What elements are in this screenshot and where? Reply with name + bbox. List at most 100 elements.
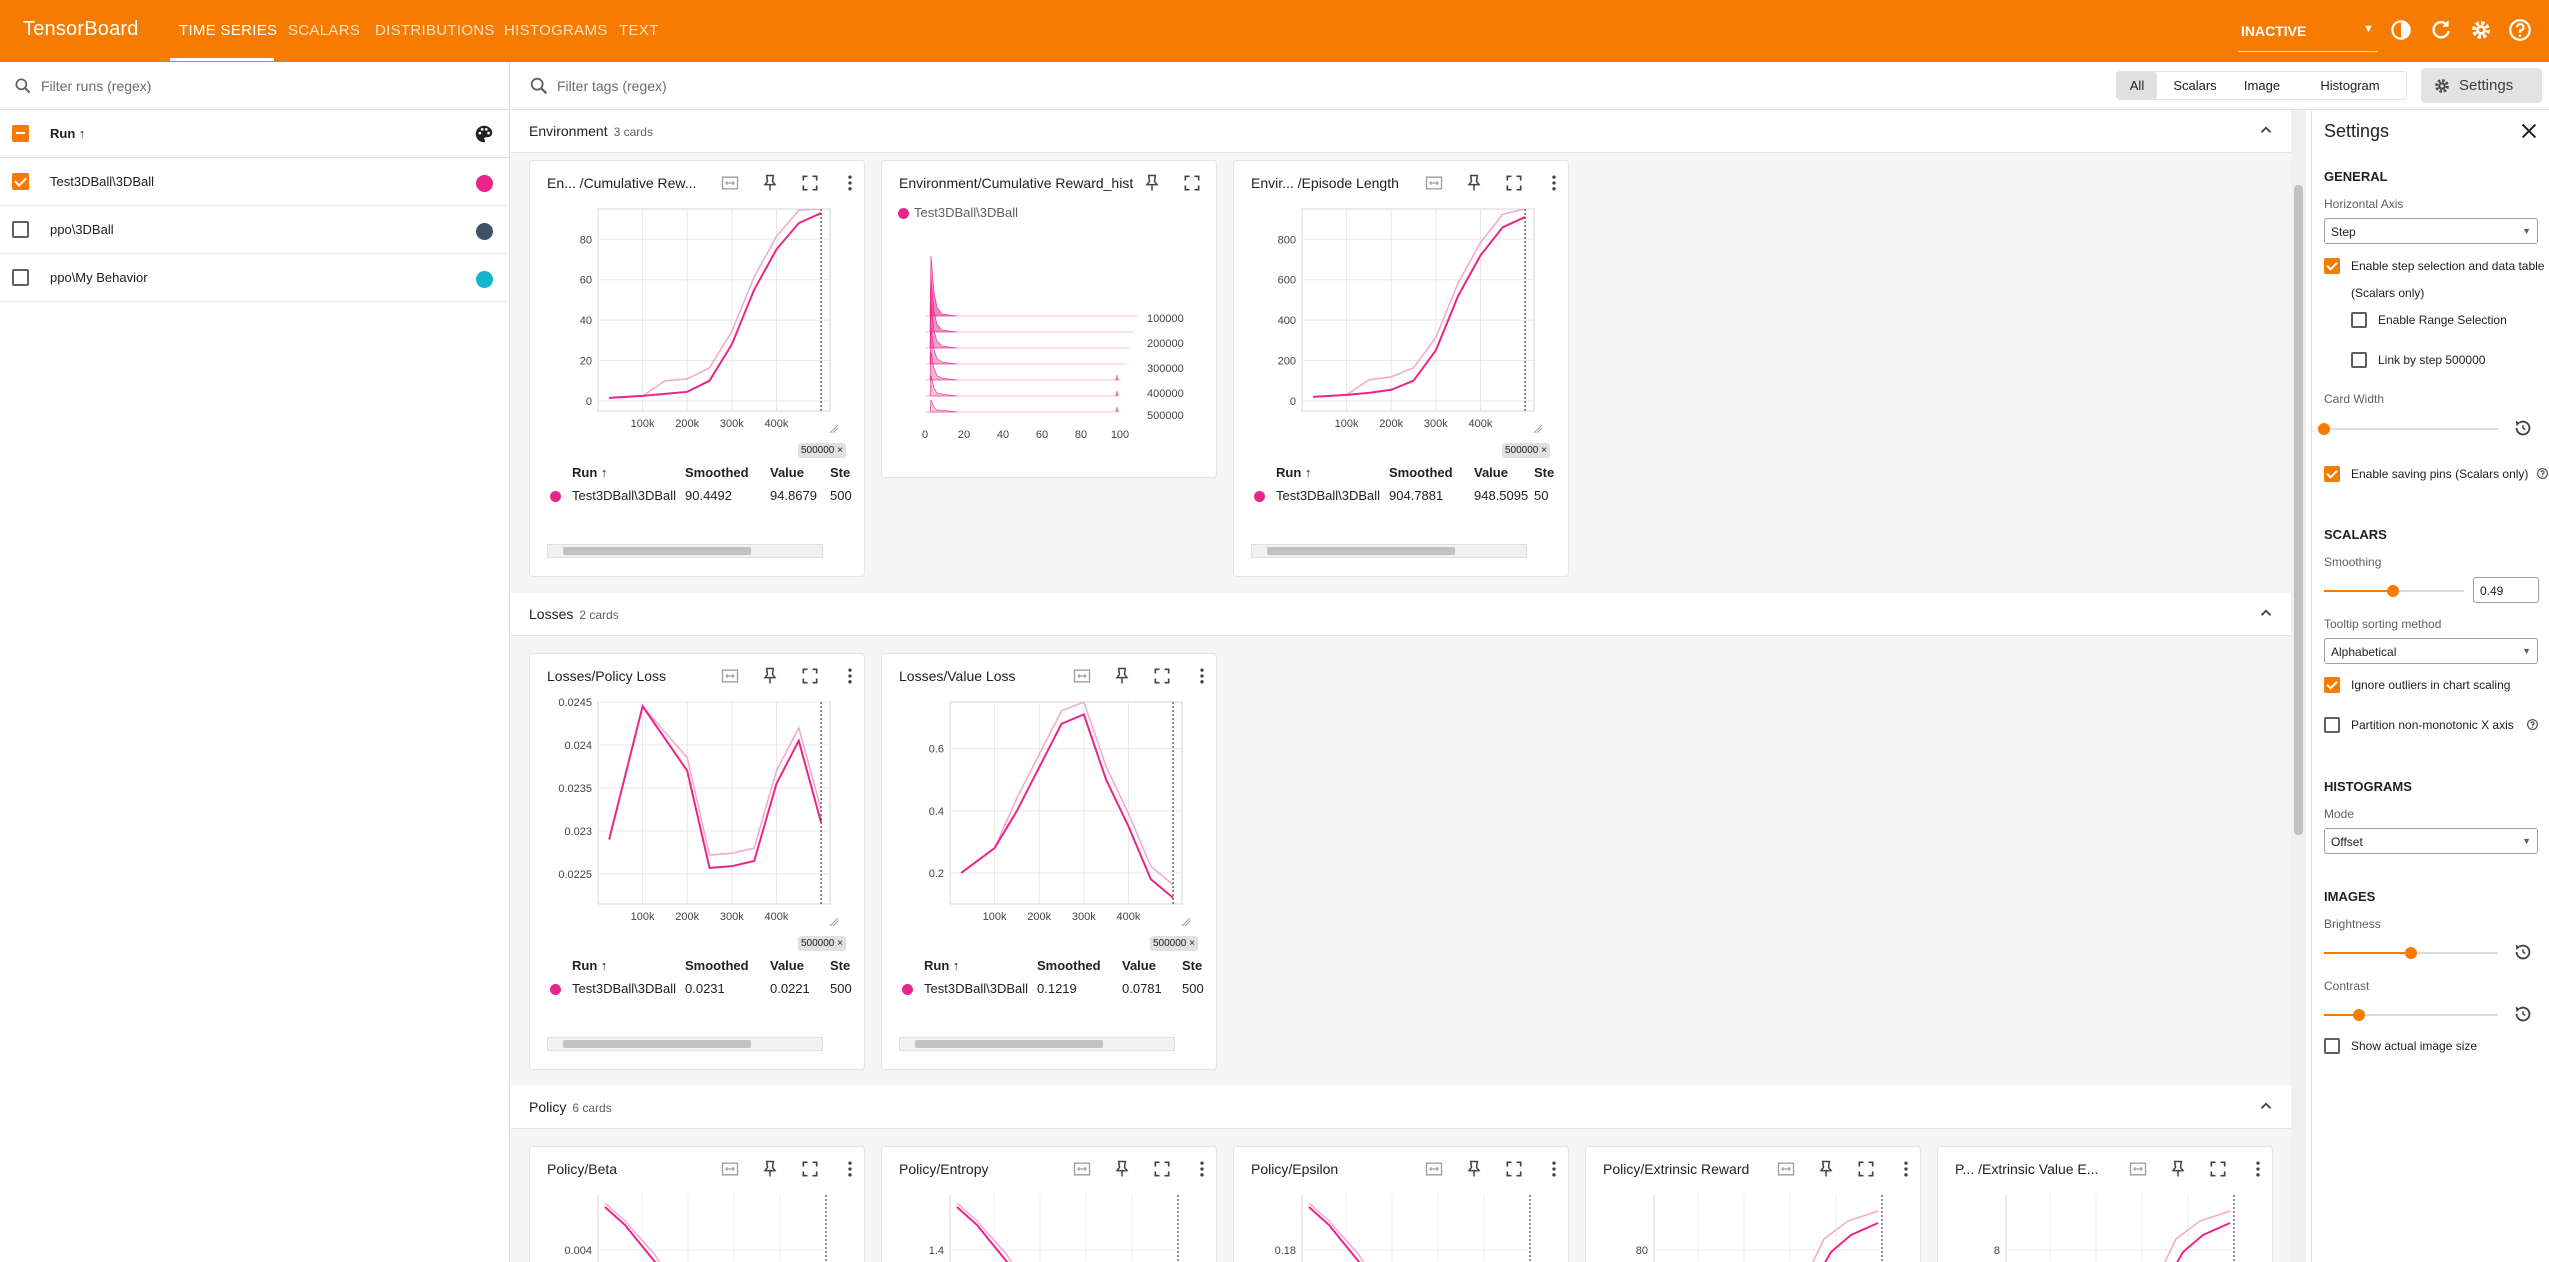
line-chart[interactable]: 100k 200k 300k 400k 800 600 400 200 0 [1234,161,1570,461]
group-header-policy[interactable]: Policy 6 cards [511,1086,2291,1129]
fit-domain-icon[interactable] [1072,666,1092,686]
step-selector-chip[interactable]: 500000 × [1502,443,1550,458]
contrast-slider[interactable] [2324,1014,2498,1016]
col-value[interactable]: Value [770,958,804,973]
col-value[interactable]: Value [1474,465,1508,480]
line-chart[interactable]: 100k 200k 300k 400k 0.0245 0.024 0.0235 0.023 0.… [530,654,866,954]
col-value[interactable]: Value [770,465,804,480]
run-color-swatch[interactable] [476,175,493,192]
tab-time-series[interactable]: TIME SERIES [179,22,278,39]
col-step[interactable]: Ste [830,958,851,973]
partition-checkbox[interactable] [2324,717,2340,733]
tab-scalars[interactable]: SCALARS [288,22,361,39]
type-all-button[interactable]: All [2117,72,2157,99]
actual-size-checkbox[interactable] [2324,1038,2340,1054]
type-scalars-button[interactable]: Scalars [2173,78,2217,93]
group-header-losses[interactable]: Losses 2 cards [511,593,2291,636]
close-icon[interactable] [2518,120,2540,142]
line-chart[interactable]: 100k 200k 300k 400k 0.6 0.4 0.2 [882,654,1218,954]
histogram-chart[interactable]: 100000 200000 300000 400000 500000 0 20 … [882,161,1218,461]
tab-distributions[interactable]: DISTRIBUTIONS [375,22,495,39]
col-value[interactable]: Value [1122,958,1156,973]
fullscreen-icon[interactable] [1856,1159,1876,1179]
col-run[interactable]: Run ↑ [1276,465,1312,480]
reset-icon[interactable] [2512,941,2534,963]
col-run[interactable]: Run ↑ [924,958,960,973]
more-vert-icon[interactable] [1896,1159,1916,1179]
tab-text[interactable]: TEXT [619,22,659,39]
type-image-button[interactable]: Image [2243,78,2281,93]
settings-button[interactable]: Settings [2421,68,2542,103]
fullscreen-icon[interactable] [1182,173,1202,193]
pin-icon[interactable] [1816,1159,1836,1179]
fullscreen-icon[interactable] [2208,1159,2228,1179]
fullscreen-icon[interactable] [1152,666,1172,686]
chevron-down-icon[interactable]: ▼ [2363,23,2374,35]
run-filter[interactable]: Filter runs (regex) [0,62,510,110]
run-row[interactable]: Test3DBall\3DBall [0,158,510,206]
more-vert-icon[interactable] [1544,1159,1564,1179]
plugin-select[interactable]: INACTIVE [2241,23,2307,39]
fit-domain-icon[interactable] [1072,1159,1092,1179]
run-checkbox[interactable] [12,173,29,190]
col-step[interactable]: Ste [1182,958,1203,973]
range-selection-checkbox[interactable] [2351,312,2367,328]
more-vert-icon[interactable] [840,666,860,686]
more-vert-icon[interactable] [840,1159,860,1179]
link-by-step-checkbox[interactable] [2351,352,2367,368]
fit-domain-icon[interactable] [1776,1159,1796,1179]
contrast-knob[interactable] [2352,1009,2365,1021]
help-icon[interactable] [2536,467,2549,480]
more-vert-icon[interactable] [1192,666,1212,686]
pin-icon[interactable] [1142,173,1162,193]
saving-pins-checkbox[interactable] [2324,466,2340,482]
help-icon[interactable] [2526,718,2539,731]
fullscreen-icon[interactable] [1504,173,1524,193]
col-run[interactable]: Run ↑ [572,958,608,973]
fit-domain-icon[interactable] [1424,173,1444,193]
step-selector-chip[interactable]: 500000 × [798,936,846,951]
line-chart[interactable]: 8 [1938,1147,2274,1262]
fit-domain-icon[interactable] [1424,1159,1444,1179]
fullscreen-icon[interactable] [1152,1159,1172,1179]
col-smoothed[interactable]: Smoothed [1037,958,1101,973]
pin-icon[interactable] [1112,1159,1132,1179]
run-column-header[interactable]: Run ↑ [50,126,86,141]
col-smoothed[interactable]: Smoothed [1389,465,1453,480]
more-vert-icon[interactable] [1192,1159,1212,1179]
col-step[interactable]: Ste [1534,465,1555,480]
run-row[interactable]: ppo\3DBall [0,206,510,254]
pin-icon[interactable] [1464,1159,1484,1179]
dark-mode-icon[interactable] [2388,17,2414,43]
run-filter-input[interactable]: Filter runs (regex) [41,78,152,94]
col-run[interactable]: Run ↑ [572,465,608,480]
tooltip-sort-select[interactable]: Alphabetical ▼ [2324,638,2538,664]
line-chart[interactable]: 100k 200k 300k 400k 80 60 40 20 0 [530,161,866,461]
tag-filter-input[interactable]: Filter tags (regex) [557,78,667,94]
pin-icon[interactable] [1112,666,1132,686]
table-scrollbar[interactable] [899,1037,1175,1051]
fullscreen-icon[interactable] [800,173,820,193]
group-header-environment[interactable]: Environment 3 cards [511,110,2291,153]
run-checkbox[interactable] [12,269,29,286]
fit-domain-icon[interactable] [720,1159,740,1179]
line-chart[interactable]: 1.4 [882,1147,1218,1262]
ignore-outliers-checkbox[interactable] [2324,677,2340,693]
fit-domain-icon[interactable] [2128,1159,2148,1179]
reset-icon[interactable] [2512,1003,2534,1025]
step-selection-checkbox[interactable] [2324,258,2340,274]
run-color-swatch[interactable] [476,223,493,240]
fit-domain-icon[interactable] [720,666,740,686]
run-color-swatch[interactable] [476,271,493,288]
help-icon[interactable] [2507,17,2533,43]
table-scrollbar[interactable] [547,1037,823,1051]
line-chart[interactable]: 80 [1586,1147,1922,1262]
line-chart[interactable]: 0.004 [530,1147,866,1262]
run-row[interactable]: ppo\My Behavior [0,254,510,302]
pin-icon[interactable] [760,666,780,686]
fit-domain-icon[interactable] [720,173,740,193]
palette-icon[interactable] [473,123,495,145]
chevron-up-icon[interactable] [2257,121,2275,139]
step-selector-chip[interactable]: 500000 × [1150,936,1198,951]
col-smoothed[interactable]: Smoothed [685,465,749,480]
